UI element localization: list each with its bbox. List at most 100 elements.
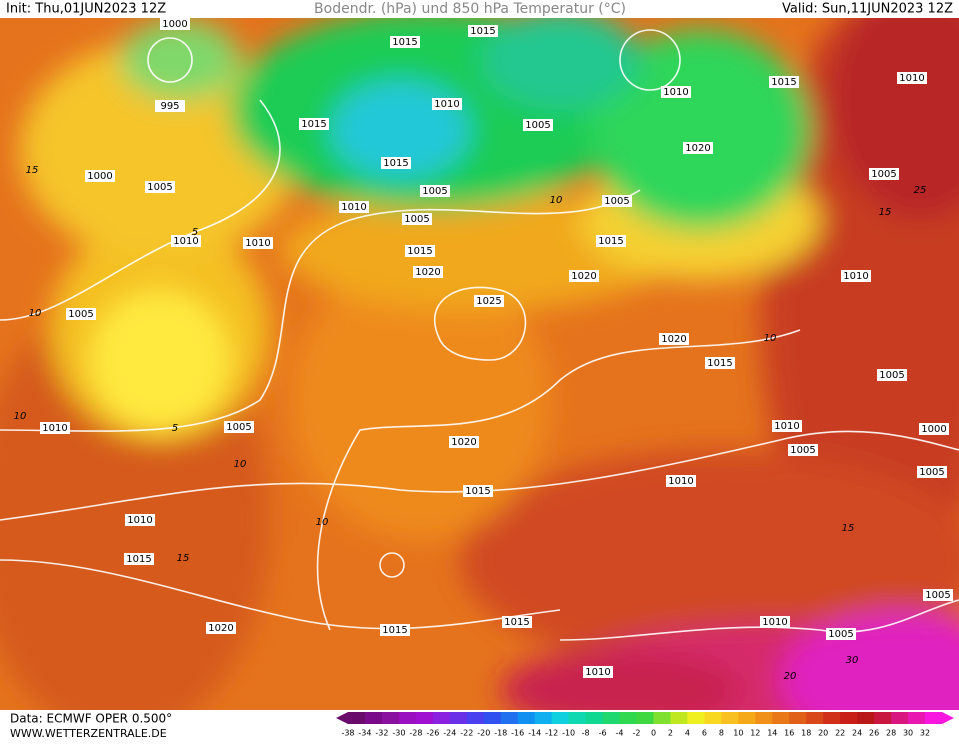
isobar-label-box xyxy=(85,170,115,182)
isobar-label: 1020 xyxy=(661,334,686,345)
isobar-label: 1010 xyxy=(173,236,198,247)
color-scale-swatch xyxy=(517,712,536,724)
color-scale-swatch xyxy=(891,712,909,724)
color-scale-swatch xyxy=(568,712,587,724)
isobar-label-box xyxy=(583,666,613,678)
isobar-label-box xyxy=(66,308,96,320)
isobar-label-box xyxy=(125,514,155,526)
color-scale-swatch xyxy=(738,712,756,724)
isobar-label: 1015 xyxy=(771,77,796,88)
isobar-label: 1010 xyxy=(843,271,868,282)
init-time: Init: Thu,01JUN2023 12Z xyxy=(6,2,166,17)
color-scale-swatch xyxy=(789,712,807,724)
isobar-label-box xyxy=(380,624,410,636)
isobar-label-box xyxy=(449,436,479,448)
color-scale-label: -38 xyxy=(341,729,354,738)
temperature-label: 10 xyxy=(764,333,777,344)
temperature-label: 10 xyxy=(316,517,329,528)
color-scale-swatch xyxy=(772,712,790,724)
color-scale-swatch xyxy=(704,712,722,724)
color-scale-swatch xyxy=(483,712,502,724)
color-scale-swatch xyxy=(619,712,638,724)
color-scale-label: -4 xyxy=(616,729,624,738)
isobar-label: 1015 xyxy=(126,554,151,565)
isobar-label: 1005 xyxy=(925,590,950,601)
isobar-label-box xyxy=(206,622,236,634)
isobar-label: 1010 xyxy=(774,421,799,432)
color-scale-swatch xyxy=(653,712,671,724)
isobar-label: 1015 xyxy=(707,358,732,369)
color-scale-label: -26 xyxy=(426,729,439,738)
isobar-label: 1010 xyxy=(762,617,787,628)
isobar-label-box xyxy=(666,475,696,487)
isobar-label-box xyxy=(877,369,907,381)
isobar-label-box xyxy=(923,589,953,601)
color-scale: -38 -34 -32 -30 -28 -26 -24 -22 -20 -18 -16 -14 -12-… xyxy=(336,712,954,738)
isobar-label-box xyxy=(463,485,493,497)
color-scale-swatch xyxy=(398,712,417,724)
color-scale-swatch xyxy=(449,712,468,724)
temperature-label: 20 xyxy=(784,671,797,682)
isobar-label: 1005 xyxy=(919,467,944,478)
color-scale-label: 12 xyxy=(750,729,760,738)
color-scale-swatch xyxy=(466,712,485,724)
color-scale-swatch xyxy=(432,712,451,724)
website: WWW.WETTERZENTRALE.DE xyxy=(10,727,167,740)
color-scale-arrow-left xyxy=(336,712,348,724)
isobar-label: 1005 xyxy=(404,214,429,225)
color-scale-swatch xyxy=(806,712,824,724)
isobar-label-box xyxy=(502,616,532,628)
isobar-label-box xyxy=(243,237,273,249)
color-scale-swatch xyxy=(415,712,434,724)
isobar-label-box xyxy=(468,25,498,37)
color-scale-swatch xyxy=(602,712,621,724)
isobar-label: 1005 xyxy=(871,169,896,180)
isobar-label: 1010 xyxy=(341,202,366,213)
isobar-label-box xyxy=(145,181,175,193)
isobar-label-box xyxy=(432,98,462,110)
isobar-label: 1020 xyxy=(415,267,440,278)
temperature-label: 10 xyxy=(14,411,27,422)
color-scale-swatch xyxy=(908,712,926,724)
isobar-label-box xyxy=(772,420,802,432)
temperature-label: 5 xyxy=(192,227,198,238)
temperature-label: 15 xyxy=(879,207,892,218)
color-scale-label: 10 xyxy=(733,729,743,738)
color-scale-label: -34 xyxy=(358,729,371,738)
temperature-label: 15 xyxy=(26,165,39,176)
isobar-label: 1005 xyxy=(226,422,251,433)
color-scale-swatch xyxy=(857,712,875,724)
isobar-label: 1010 xyxy=(245,238,270,249)
isobar-label-box xyxy=(299,118,329,130)
isobar-label: 1015 xyxy=(383,158,408,169)
color-scale-swatch xyxy=(840,712,858,724)
color-scale-label: -2 xyxy=(633,729,641,738)
isobar-label: 1015 xyxy=(407,246,432,257)
isobar-label: 1015 xyxy=(465,486,490,497)
isobar-label: 1005 xyxy=(879,370,904,381)
color-scale-label: -22 xyxy=(460,729,473,738)
isobar-label: 1020 xyxy=(208,623,233,634)
data-source: Data: ECMWF OPER 0.500° xyxy=(10,712,172,726)
color-scale-swatch xyxy=(636,712,654,724)
color-scale-swatch xyxy=(534,712,553,724)
isobar-label-box xyxy=(788,444,818,456)
isobar-label: 1010 xyxy=(127,515,152,526)
isobar-label: 1015 xyxy=(504,617,529,628)
isobar-label: 1015 xyxy=(301,119,326,130)
color-scale-swatch xyxy=(551,712,570,724)
color-scale-label: 8 xyxy=(719,729,724,738)
color-scale-label: 0 xyxy=(651,729,656,738)
color-scale-swatch xyxy=(874,712,892,724)
temperature-label: 15 xyxy=(177,553,190,564)
color-scale-label: -24 xyxy=(443,729,456,738)
isobar-label: 1005 xyxy=(604,196,629,207)
isobar-label: 1020 xyxy=(451,437,476,448)
color-scale-swatch xyxy=(755,712,773,724)
temperature-label: 30 xyxy=(846,655,859,666)
isobar-label-box xyxy=(413,266,443,278)
